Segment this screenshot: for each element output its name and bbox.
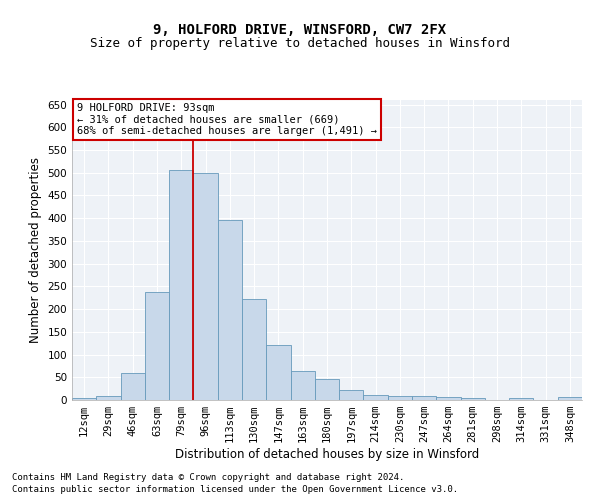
Bar	[412, 396, 436, 400]
Text: 9 HOLFORD DRIVE: 93sqm
← 31% of detached houses are smaller (669)
68% of semi-de: 9 HOLFORD DRIVE: 93sqm ← 31% of detached…	[77, 103, 377, 136]
Bar	[169, 170, 193, 400]
Bar	[145, 292, 169, 400]
Bar	[364, 394, 388, 400]
Y-axis label: Number of detached properties: Number of detached properties	[29, 157, 42, 343]
Text: 9, HOLFORD DRIVE, WINSFORD, CW7 2FX: 9, HOLFORD DRIVE, WINSFORD, CW7 2FX	[154, 22, 446, 36]
Bar	[266, 345, 290, 400]
X-axis label: Distribution of detached houses by size in Winsford: Distribution of detached houses by size …	[175, 448, 479, 461]
Text: Contains HM Land Registry data © Crown copyright and database right 2024.: Contains HM Land Registry data © Crown c…	[12, 472, 404, 482]
Bar	[436, 397, 461, 400]
Bar	[461, 398, 485, 400]
Bar	[315, 378, 339, 400]
Bar	[96, 396, 121, 400]
Bar	[509, 398, 533, 400]
Bar	[121, 372, 145, 400]
Bar	[290, 372, 315, 400]
Bar	[218, 220, 242, 400]
Text: Size of property relative to detached houses in Winsford: Size of property relative to detached ho…	[90, 38, 510, 51]
Bar	[339, 390, 364, 400]
Text: Contains public sector information licensed under the Open Government Licence v3: Contains public sector information licen…	[12, 485, 458, 494]
Bar	[558, 398, 582, 400]
Bar	[193, 172, 218, 400]
Bar	[242, 299, 266, 400]
Bar	[72, 398, 96, 400]
Bar	[388, 396, 412, 400]
